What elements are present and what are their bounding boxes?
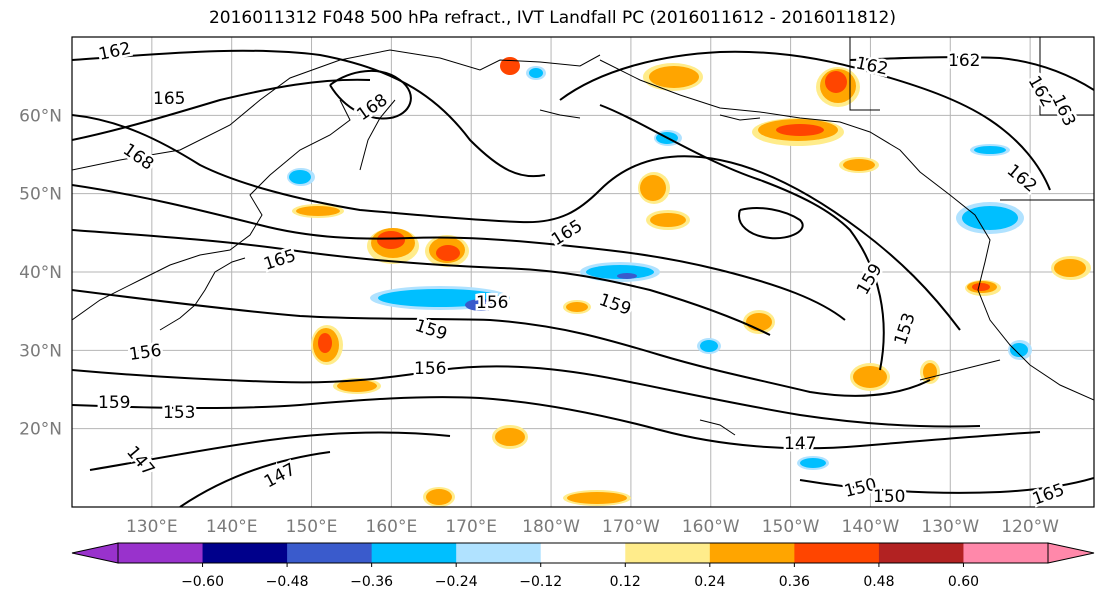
colorbar-segment <box>287 543 373 563</box>
longitude-label: 140°E <box>206 517 258 537</box>
contour-label: 162 <box>948 51 980 71</box>
colorbar-segment <box>540 543 626 563</box>
colorbar-segment <box>118 543 204 563</box>
coastlines <box>72 37 1094 436</box>
colorbar-segment <box>625 543 711 563</box>
contour-label: 153 <box>163 403 195 423</box>
contour-label: 147 <box>784 434 816 454</box>
latitude-label: 60°N <box>19 106 62 126</box>
colorbar-label: 0.24 <box>694 574 725 590</box>
colorbar: −0.60 −0.48 −0.36 −0.24 −0.12 0.12 0.24 0.36 0.4… <box>71 542 1095 590</box>
longitude-label: 120°W <box>1001 517 1059 537</box>
longitude-labels: 130°E 140°E 150°E 160°E 170°E 180°W 170°W 160°W… <box>126 517 1059 537</box>
colorbar-label: −0.24 <box>435 574 478 590</box>
contour-label: 156 <box>414 359 446 379</box>
longitude-label: 150°W <box>762 517 820 537</box>
colorbar-extend-max <box>1047 542 1095 564</box>
colorbar-label: 0.36 <box>779 574 810 590</box>
contour-label: 156 <box>128 341 163 365</box>
latitude-label: 40°N <box>19 263 62 283</box>
longitude-label: 160°W <box>682 517 740 537</box>
height-contours <box>72 49 1094 507</box>
longitude-label: 150°E <box>286 517 338 537</box>
colorbar-outline <box>117 542 1049 564</box>
colorbar-label: −0.12 <box>519 574 562 590</box>
colorbar-label: −0.36 <box>350 574 393 590</box>
latitude-labels: 60°N 50°N 40°N 30°N 20°N <box>19 106 62 439</box>
colorbar-segment <box>371 543 457 563</box>
colorbar-label: 0.12 <box>610 574 641 590</box>
contour-label: 150 <box>873 487 905 507</box>
colorbar-segment <box>963 543 1049 563</box>
longitude-label: 170°W <box>602 517 660 537</box>
map-title: 2016011312 F048 500 hPa refract., IVT La… <box>208 8 896 28</box>
latitude-label: 20°N <box>19 420 62 440</box>
longitude-label: 180°W <box>522 517 580 537</box>
longitude-label: 160°E <box>366 517 418 537</box>
latitude-label: 30°N <box>19 341 62 361</box>
contour-label: 165 <box>153 89 185 109</box>
contour-label: 156 <box>476 293 508 313</box>
longitude-label: 140°W <box>842 517 900 537</box>
longitude-label: 170°E <box>445 517 497 537</box>
colorbar-extend-min <box>71 542 119 564</box>
longitude-label: 130°W <box>921 517 979 537</box>
colorbar-label: −0.60 <box>181 574 224 590</box>
colorbar-segment <box>456 543 542 563</box>
longitude-label: 130°E <box>126 517 178 537</box>
colorbar-segment <box>878 543 964 563</box>
map-frame <box>71 36 1095 508</box>
colorbar-segment <box>202 543 288 563</box>
latitude-label: 50°N <box>19 185 62 205</box>
colorbar-label: 0.60 <box>948 574 979 590</box>
colorbar-label: 0.48 <box>863 574 894 590</box>
contour-label: 159 <box>98 393 130 413</box>
colorbar-segment <box>709 543 795 563</box>
colorbar-segment <box>794 543 880 563</box>
colorbar-label: −0.48 <box>266 574 309 590</box>
